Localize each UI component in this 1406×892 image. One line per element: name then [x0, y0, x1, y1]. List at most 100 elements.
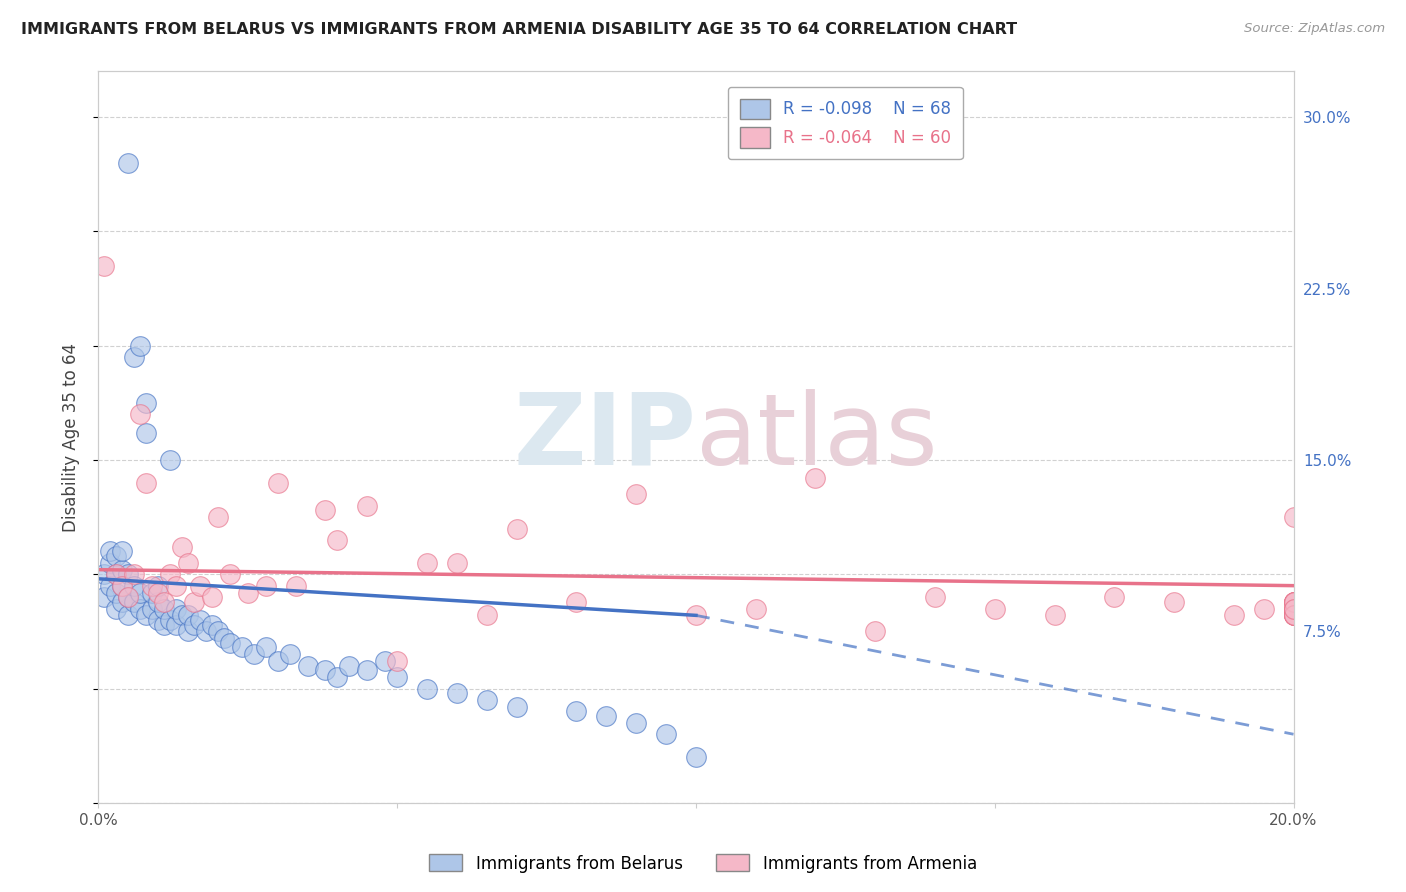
Point — [326, 670, 349, 684]
Point — [1253, 601, 1275, 615]
Point — [339, 658, 361, 673]
Point — [267, 475, 290, 490]
Point — [135, 396, 157, 410]
Point — [177, 608, 200, 623]
Point — [207, 624, 229, 639]
Point — [93, 259, 115, 273]
Point — [117, 567, 139, 582]
Point — [385, 654, 409, 668]
Point — [188, 579, 211, 593]
Point — [135, 608, 157, 623]
Point — [506, 699, 529, 714]
Point — [506, 521, 529, 535]
Point — [111, 579, 134, 593]
Point — [177, 624, 200, 639]
Point — [172, 608, 194, 623]
Point — [105, 549, 128, 563]
Point — [148, 585, 170, 599]
Point — [356, 663, 378, 677]
Point — [278, 647, 301, 661]
Point — [1282, 601, 1305, 615]
Point — [745, 601, 768, 615]
Point — [565, 595, 588, 609]
Point — [297, 658, 319, 673]
Point — [374, 654, 396, 668]
Text: atlas: atlas — [696, 389, 938, 485]
Point — [141, 585, 163, 599]
Point — [111, 563, 134, 577]
Point — [219, 636, 242, 650]
Point — [416, 556, 439, 570]
Point — [219, 567, 242, 582]
Point — [236, 585, 259, 599]
Point — [117, 608, 139, 623]
Point — [565, 705, 588, 719]
Point — [165, 579, 187, 593]
Point — [1282, 510, 1305, 524]
Point — [1282, 601, 1305, 615]
Point — [924, 590, 946, 604]
Point — [1282, 595, 1305, 609]
Point — [626, 715, 648, 730]
Point — [1282, 601, 1305, 615]
Point — [188, 613, 211, 627]
Point — [148, 579, 170, 593]
Point — [1282, 595, 1305, 609]
Point — [315, 663, 337, 677]
Point — [416, 681, 439, 696]
Point — [148, 613, 170, 627]
Point — [153, 595, 176, 609]
Point — [153, 617, 176, 632]
Point — [183, 595, 205, 609]
Point — [98, 579, 122, 593]
Point — [1282, 595, 1305, 609]
Point — [207, 510, 229, 524]
Point — [685, 750, 707, 764]
Point — [655, 727, 678, 741]
Point — [1282, 601, 1305, 615]
Legend: Immigrants from Belarus, Immigrants from Armenia: Immigrants from Belarus, Immigrants from… — [422, 847, 984, 880]
Point — [124, 579, 146, 593]
Point — [446, 556, 468, 570]
Point — [201, 617, 224, 632]
Point — [165, 617, 187, 632]
Point — [195, 624, 218, 639]
Point — [243, 647, 266, 661]
Point — [117, 155, 139, 169]
Point — [626, 487, 648, 501]
Point — [93, 590, 115, 604]
Point — [254, 640, 277, 655]
Point — [129, 585, 152, 599]
Text: Source: ZipAtlas.com: Source: ZipAtlas.com — [1244, 22, 1385, 36]
Point — [111, 579, 134, 593]
Point — [267, 654, 290, 668]
Point — [1223, 608, 1246, 623]
Text: ZIP: ZIP — [513, 389, 696, 485]
Y-axis label: Disability Age 35 to 64: Disability Age 35 to 64 — [62, 343, 80, 532]
Point — [124, 350, 146, 364]
Point — [254, 579, 277, 593]
Point — [984, 601, 1007, 615]
Legend: R = -0.098    N = 68, R = -0.064    N = 60: R = -0.098 N = 68, R = -0.064 N = 60 — [728, 87, 963, 160]
Text: IMMIGRANTS FROM BELARUS VS IMMIGRANTS FROM ARMENIA DISABILITY AGE 35 TO 64 CORRE: IMMIGRANTS FROM BELARUS VS IMMIGRANTS FR… — [21, 22, 1017, 37]
Point — [231, 640, 253, 655]
Point — [1282, 595, 1305, 609]
Point — [1282, 601, 1305, 615]
Point — [111, 544, 134, 558]
Point — [141, 579, 163, 593]
Point — [356, 499, 378, 513]
Point — [124, 595, 146, 609]
Point — [385, 670, 409, 684]
Point — [1282, 595, 1305, 609]
Point — [475, 693, 498, 707]
Point — [98, 544, 122, 558]
Point — [1043, 608, 1066, 623]
Point — [153, 601, 176, 615]
Point — [117, 590, 139, 604]
Point — [212, 632, 235, 646]
Point — [105, 567, 128, 582]
Point — [141, 601, 163, 615]
Point — [1282, 608, 1305, 623]
Point — [98, 556, 122, 570]
Point — [117, 590, 139, 604]
